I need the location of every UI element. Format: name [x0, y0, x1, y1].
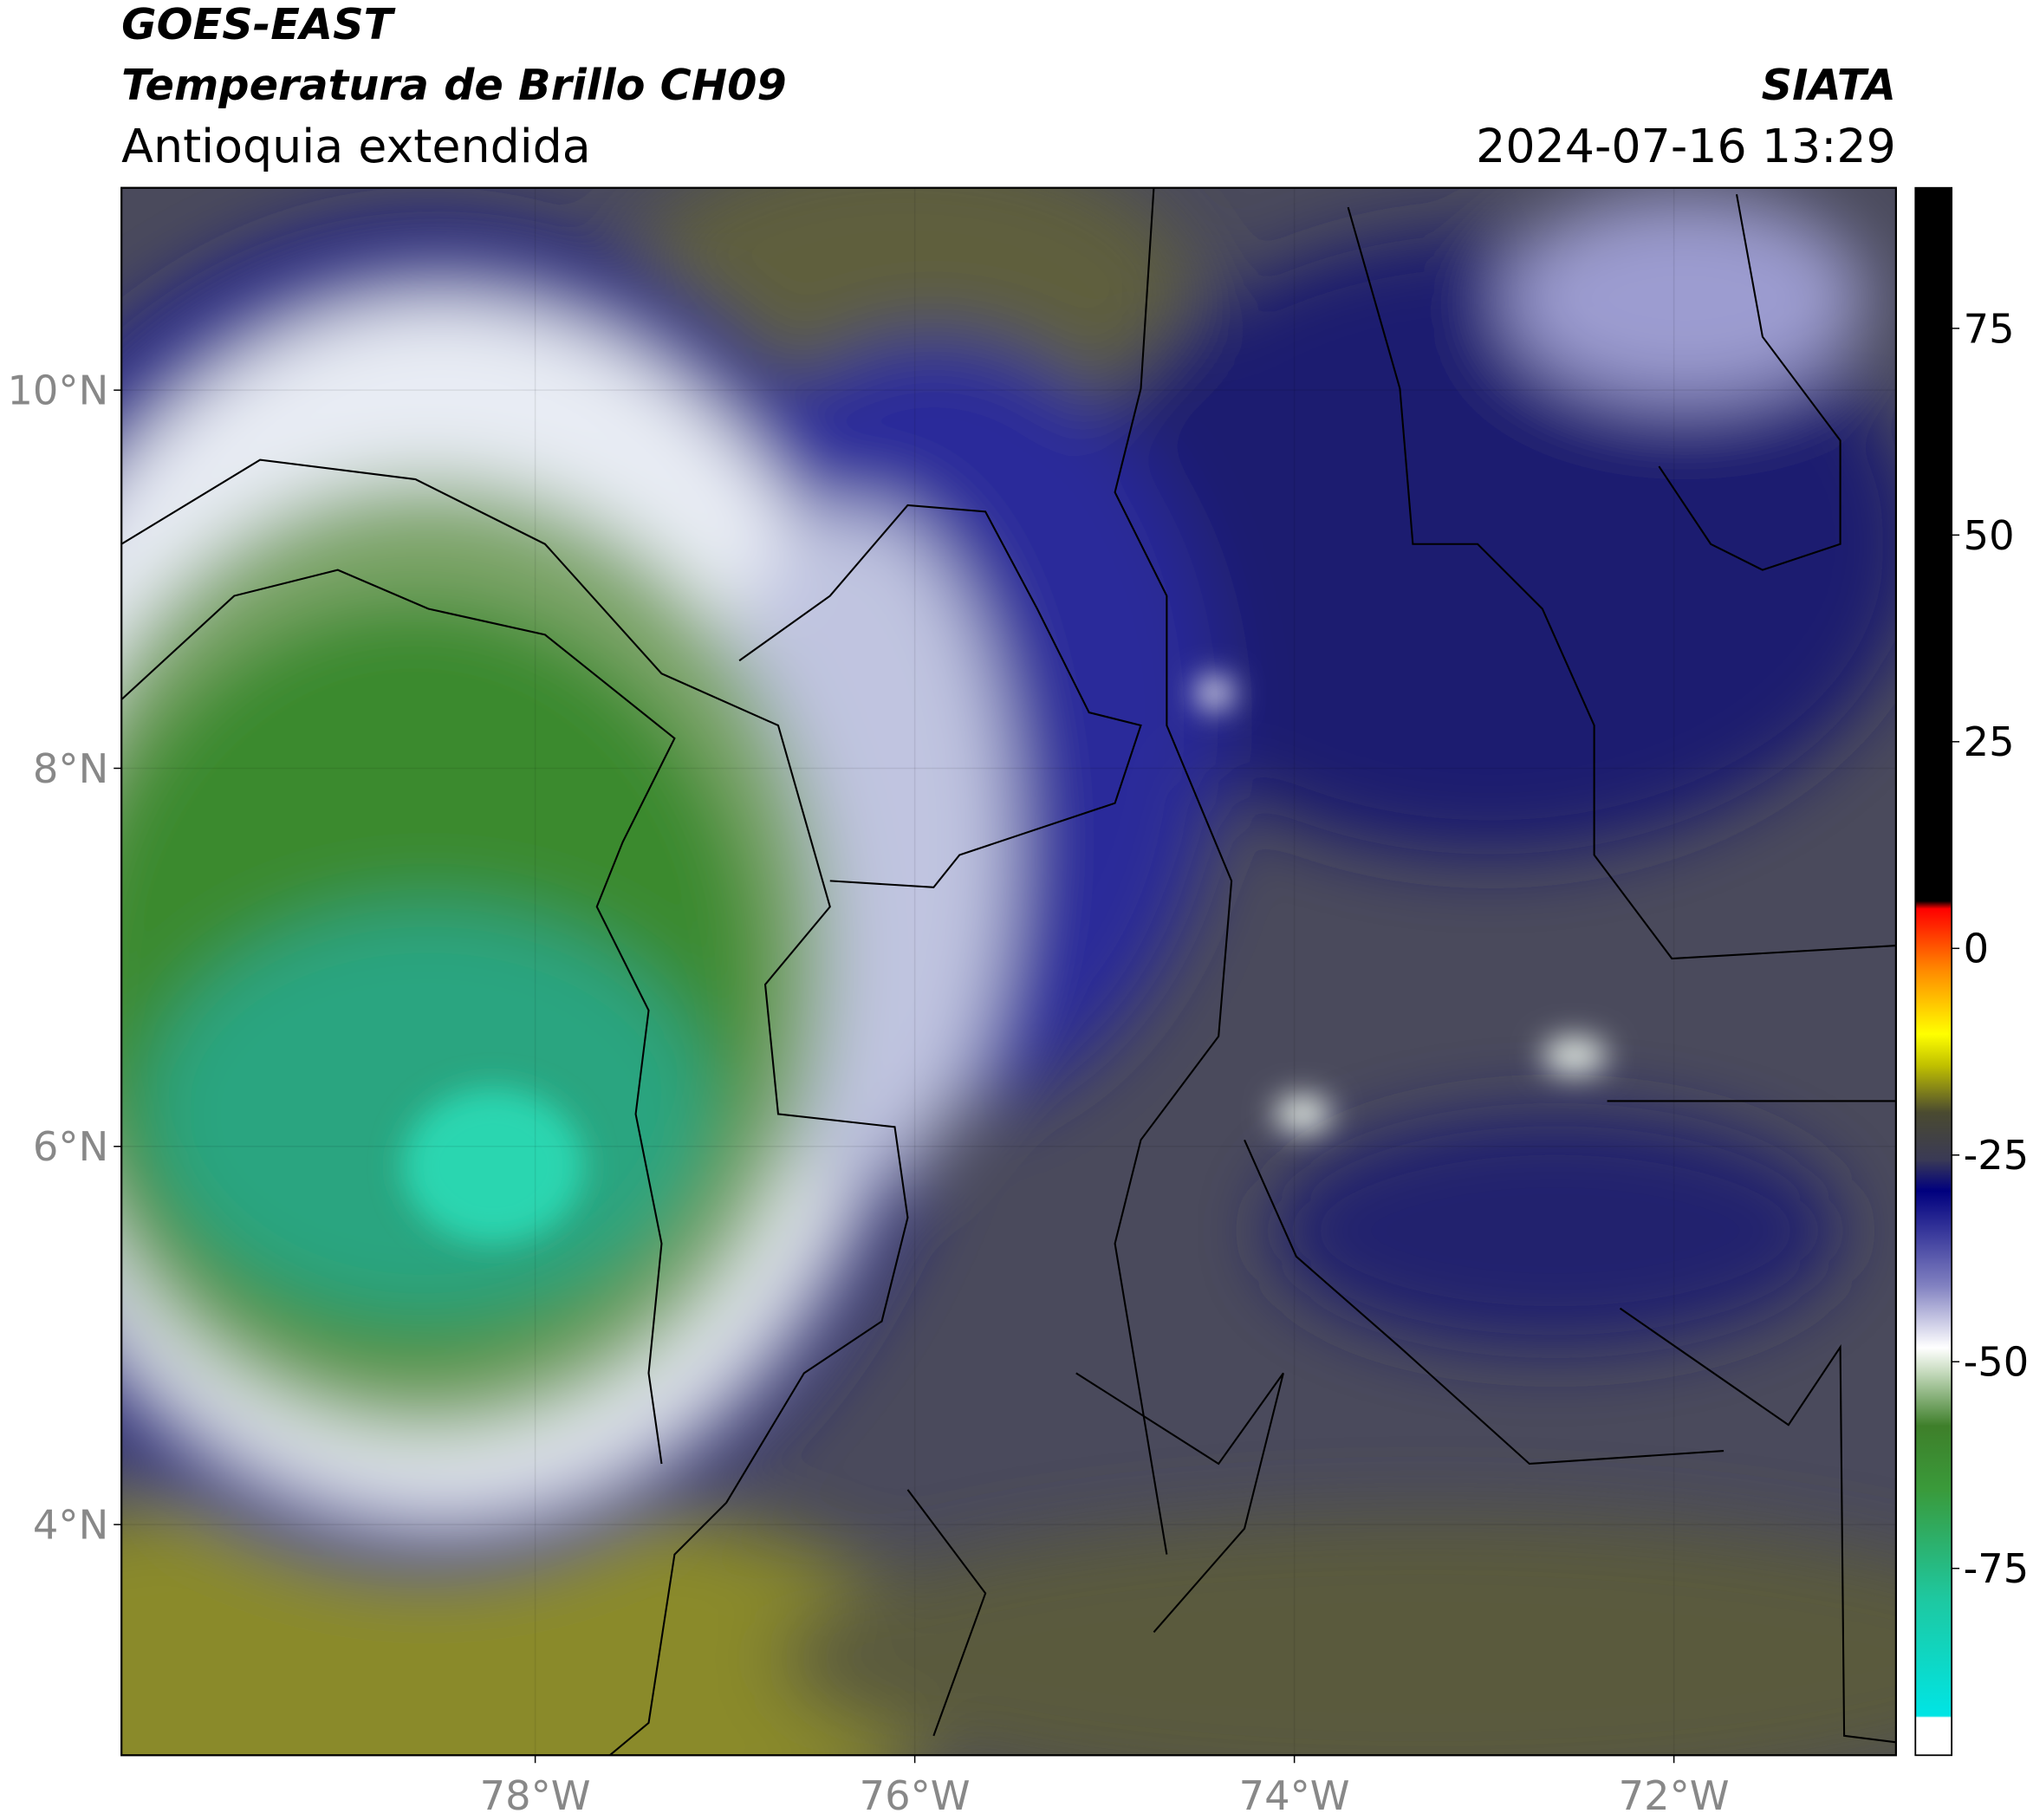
colorbar: [1914, 186, 1953, 1757]
datetime: 2024-07-16 13:29: [1476, 119, 1896, 173]
colorbar-tick-label: 75: [1964, 305, 2015, 352]
colorbar-tick-label: -50: [1964, 1339, 2030, 1386]
colorbar-tick-label: -25: [1964, 1132, 2030, 1179]
y-tick-label: 8°N: [33, 745, 108, 792]
y-tick-label: 10°N: [7, 367, 108, 414]
colorbar-tick-label: -75: [1964, 1545, 2030, 1592]
subtitle: Temperatura de Brillo CH09: [121, 60, 787, 110]
region: Antioquia extendida: [121, 119, 591, 173]
colorbar-tick-label: 25: [1964, 718, 2015, 765]
x-tick-label: 74°W: [1239, 1772, 1350, 1819]
source: SIATA: [1762, 60, 1896, 110]
map-frame: [120, 186, 1897, 1757]
x-tick-label: 78°W: [480, 1772, 591, 1819]
title: GOES-EAST: [121, 0, 395, 49]
satellite-image: [121, 187, 1896, 1756]
x-tick-label: 72°W: [1619, 1772, 1730, 1819]
x-tick-label: 76°W: [860, 1772, 971, 1819]
y-tick-label: 4°N: [33, 1502, 108, 1549]
colorbar-tick-label: 0: [1964, 926, 1989, 972]
y-tick-label: 6°N: [33, 1123, 108, 1170]
colorbar-tick-label: 50: [1964, 512, 2015, 559]
